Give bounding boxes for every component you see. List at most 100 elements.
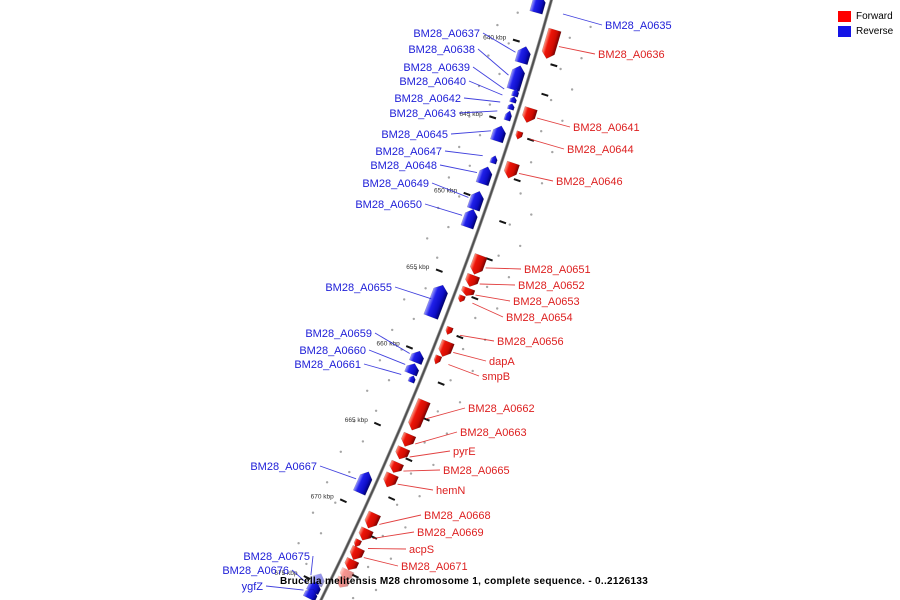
- minor-tick-dot: [474, 316, 477, 320]
- leader-line: [448, 364, 480, 377]
- minor-tick-dot: [458, 145, 461, 149]
- gene-label: BM28_A0676: [222, 565, 289, 577]
- gene-label: BM28_A0675: [243, 551, 310, 563]
- minor-tick-dot: [404, 526, 407, 529]
- forward-strand-swatch: [838, 11, 851, 22]
- gene-label: hemN: [436, 485, 465, 497]
- inner-tick-dash: [513, 178, 521, 183]
- minor-tick-dot: [339, 450, 342, 453]
- leader-line: [265, 585, 304, 591]
- gene-feature: [349, 545, 366, 561]
- gene-feature: [503, 110, 512, 122]
- gene-label: BM28_A0653: [513, 296, 580, 308]
- minor-tick-dot: [391, 328, 394, 332]
- gene-feature: [438, 339, 455, 357]
- leader-line: [431, 182, 469, 198]
- gene-feature: [339, 566, 355, 581]
- gene-label: BM28_A0662: [468, 403, 535, 415]
- gene-label: acpS: [409, 544, 434, 556]
- gene-label: BM28_A0671: [401, 561, 468, 573]
- gene-label: BM28_A0663: [460, 427, 527, 439]
- scale-tick-label: 675 kbp: [274, 570, 298, 577]
- leader-line: [397, 483, 434, 491]
- leader-line: [363, 363, 402, 375]
- gene-label: BM28_A0652: [518, 280, 585, 292]
- gene-feature: [490, 125, 506, 144]
- minor-tick-dot: [519, 244, 522, 248]
- minor-tick-dot: [424, 287, 427, 290]
- gene-feature: [475, 166, 493, 187]
- gene-feature: [465, 272, 481, 287]
- minor-tick-dot: [519, 192, 522, 195]
- gene-feature: [515, 130, 524, 140]
- minor-tick-dot: [568, 36, 571, 39]
- minor-tick-dot: [447, 176, 451, 179]
- leader-line: [562, 13, 603, 26]
- legend-item-forward: Forward: [838, 9, 893, 24]
- legend: Forward Reverse: [838, 9, 893, 39]
- leader-line: [425, 407, 466, 420]
- gene-feature: [306, 581, 321, 595]
- minor-tick-dot: [497, 254, 500, 257]
- minor-tick-dot: [414, 267, 418, 271]
- gene-label: BM28_A0647: [375, 146, 442, 158]
- minor-tick-dot: [436, 256, 439, 259]
- gene-label: BM28_A0645: [381, 129, 448, 141]
- legend-label-forward: Forward: [856, 11, 893, 22]
- leader-line: [403, 469, 441, 472]
- gene-feature: [358, 526, 374, 541]
- scale-tick-label: 640 kbp: [483, 35, 507, 42]
- inner-tick-dash: [351, 573, 359, 579]
- leader-line: [372, 531, 415, 539]
- leader-line: [518, 172, 554, 182]
- minor-tick-dot: [447, 225, 450, 229]
- gene-feature: [529, 0, 546, 15]
- leader-line: [415, 431, 458, 445]
- minor-tick-dot: [468, 115, 471, 118]
- inner-tick-dash: [485, 257, 493, 262]
- minor-tick-dot: [366, 565, 370, 569]
- leader-line: [477, 48, 509, 76]
- minor-tick-dot: [374, 588, 378, 592]
- minor-tick-dot: [432, 463, 435, 467]
- gene-label: BM28_A0669: [417, 527, 484, 539]
- gene-label: BM28_A0639: [403, 62, 470, 74]
- gene-label: BM28_A0659: [305, 328, 372, 340]
- leader-line: [479, 283, 516, 286]
- minor-tick-dot: [361, 440, 365, 443]
- leader-line: [439, 164, 478, 174]
- minor-tick-dot: [305, 562, 308, 566]
- scale-tick-label: 670 kbp: [311, 493, 335, 500]
- minor-tick-dot: [389, 557, 393, 560]
- minor-tick-dot: [551, 150, 554, 154]
- minor-tick-dot: [589, 25, 592, 29]
- gene-feature: [461, 285, 476, 297]
- minor-tick-dot: [559, 67, 562, 71]
- minor-tick-dot: [387, 379, 391, 382]
- gene-feature: [353, 538, 363, 548]
- minor-tick-dot: [366, 389, 369, 392]
- minor-tick-dot: [507, 42, 510, 45]
- gene-feature: [335, 575, 351, 588]
- scale-tick-label: 660 kbp: [377, 341, 401, 348]
- inner-tick-dash: [550, 63, 558, 68]
- minor-tick-dot: [488, 103, 492, 106]
- gene-feature: [466, 190, 484, 212]
- gene-label: BM28_A0643: [389, 108, 456, 120]
- minor-tick-dot: [496, 307, 499, 310]
- leader-line: [463, 97, 501, 103]
- minor-tick-dot: [529, 161, 533, 164]
- gene-feature: [433, 354, 443, 365]
- gene-label: BM28_A0650: [355, 199, 422, 211]
- gene-label: smpB: [482, 371, 510, 383]
- minor-tick-dot: [458, 195, 461, 198]
- minor-tick-dot: [508, 223, 511, 226]
- gene-label: BM28_A0641: [573, 122, 640, 134]
- scale-tick-dash: [373, 421, 382, 427]
- gene-feature: [506, 103, 515, 111]
- scale-tick-dash: [405, 345, 414, 350]
- gene-feature: [511, 88, 520, 98]
- leader-line: [409, 450, 451, 458]
- gene-label: BM28_A0640: [399, 76, 466, 88]
